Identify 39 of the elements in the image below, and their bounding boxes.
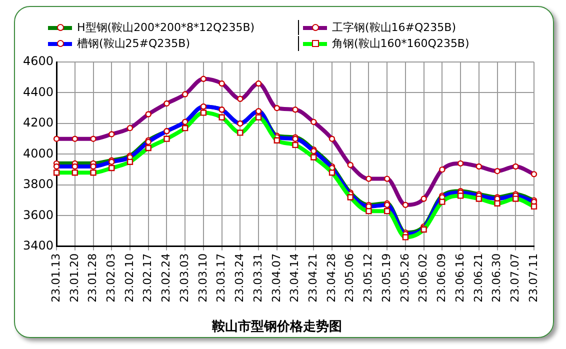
x-tick-label: 23.05.26 [398, 253, 412, 302]
legend-label: H型钢(鞍山200*200*8*12Q235B) [77, 20, 255, 35]
x-tick-label: 23.04.07 [270, 253, 283, 302]
y-tick-label: 3800 [22, 177, 54, 192]
x-tick-label: 23.06.16 [453, 253, 466, 302]
x-tick-label: 23.03.17 [214, 253, 228, 302]
x-tick-label: 23.06.02 [416, 253, 430, 302]
x-tick-label: 23.06.09 [435, 253, 448, 302]
x-tick-label: 23.04.14 [288, 253, 302, 302]
x-tick-label: 23.07.11 [526, 253, 540, 302]
x-tick-label: 23.01.28 [86, 253, 100, 302]
x-tick-label: 23.01.13 [49, 253, 62, 302]
y-tick-label: 4600 [22, 54, 54, 68]
x-tick-label: 23.05.19 [380, 253, 393, 302]
x-tick-label: 23.05.12 [362, 253, 375, 302]
x-tick-label: 23.03.03 [178, 253, 191, 302]
x-tick-label: 23.01.20 [68, 253, 81, 302]
y-tick-label: 4400 [22, 84, 54, 99]
y-tick-label: 3600 [22, 208, 54, 222]
x-tick-label: 23.06.21 [472, 253, 485, 302]
x-tick-label: 23.04.28 [324, 253, 338, 302]
text: 鞍山市型钢价格走势图 [211, 318, 342, 335]
legend-label: 角钢(鞍山160*160Q235B) [332, 36, 470, 51]
x-tick-label: 23.06.30 [490, 253, 504, 302]
x-tick-label: 23.04.21 [306, 253, 320, 302]
y-tick-label: 4000 [22, 146, 54, 160]
x-tick-label: 23.03.24 [233, 253, 246, 302]
y-tick-label: 4200 [22, 116, 54, 130]
x-tick-label: 23.02.10 [122, 253, 136, 302]
legend-label: 工字钢(鞍山16#Q235B) [332, 20, 456, 35]
x-tick-label: 23.02.24 [160, 253, 173, 302]
legend-label: 槽钢(鞍山25#Q235B) [77, 36, 190, 51]
x-tick-label: 23.07.07 [508, 253, 522, 302]
x-tick-label: 23.03.31 [251, 253, 264, 302]
x-tick-label: 23.02.17 [141, 253, 154, 302]
x-tick-label: 23.05.06 [343, 253, 356, 302]
x-tick-label: 23.03.10 [196, 253, 210, 302]
x-tick-label: 23.02.03 [104, 253, 118, 302]
y-tick-label: 3400 [22, 238, 54, 253]
